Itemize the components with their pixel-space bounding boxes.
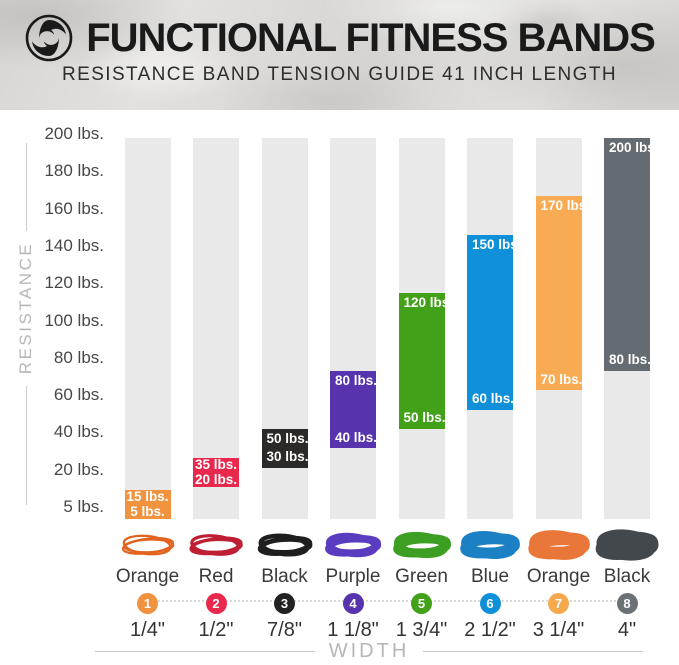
band-number-connector-line <box>147 600 627 602</box>
band-name-label: Black <box>261 566 308 587</box>
band-column: 120 lbs. 50 lbs. <box>398 138 453 519</box>
band-legend-item: Green 5 1 3/4" <box>388 527 456 642</box>
band-number-badge: 1 <box>137 593 158 614</box>
band-column: 15 lbs. 5 lbs. <box>124 138 171 519</box>
band-min-label: 5 lbs. <box>130 503 165 519</box>
band-number-badge: 2 <box>205 593 227 614</box>
y-axis-tick: 5 lbs. <box>63 497 104 516</box>
band-name-label: Orange <box>526 566 591 587</box>
band-photo-icon <box>392 531 451 559</box>
band-name-label: Green <box>395 566 448 587</box>
band-name-label: Purple <box>325 566 381 587</box>
band-photo-icon <box>595 529 659 561</box>
y-axis-tick: 140 lbs. <box>44 235 104 255</box>
y-axis-tick: 80 lbs. <box>53 347 104 367</box>
band-width-label: 4" <box>617 619 637 641</box>
band-name-label: Black <box>603 566 651 587</box>
band-min-label: 60 lbs. <box>472 391 515 407</box>
band-legend-item: Black 3 7/8" <box>251 527 319 642</box>
band-name-label: Red <box>198 566 234 587</box>
band-number-badge: 8 <box>616 593 638 614</box>
header: FUNCTIONAL FITNESS BANDS RESISTANCE BAND… <box>0 0 679 110</box>
band-range-bar: 15 lbs. 5 lbs. <box>124 489 171 519</box>
band-name-label: Orange <box>115 566 180 587</box>
band-range-bar: 150 lbs. 60 lbs. <box>467 235 522 410</box>
band-range-bar: 50 lbs. 30 lbs. <box>261 429 309 468</box>
band-photo-icon <box>257 533 312 557</box>
title-row: FUNCTIONAL FITNESS BANDS <box>0 0 679 63</box>
band-max-label: 170 lbs. <box>540 198 591 214</box>
y-axis-tick: 160 lbs. <box>44 198 104 218</box>
band-width-label: 2 1/2" <box>464 619 516 641</box>
band-photo-icon <box>460 530 520 560</box>
page-subtitle: RESISTANCE BAND TENSION GUIDE 41 INCH LE… <box>62 64 617 85</box>
band-max-label: 200 lbs. <box>609 140 659 155</box>
band-range-bar: 120 lbs. 50 lbs. <box>398 293 453 429</box>
band-photo-icon <box>325 532 382 558</box>
band-column: 35 lbs. 20 lbs. <box>193 138 239 519</box>
band-width-label: 1/4" <box>130 619 165 641</box>
band-range-bar: 80 lbs. 40 lbs. <box>330 370 378 449</box>
band-range-bar: 200 lbs. 80 lbs. <box>604 138 659 371</box>
brand-swirl-logo-icon <box>25 14 73 62</box>
band-name-label: Blue <box>470 566 510 587</box>
x-axis-title: WIDTH <box>328 640 410 662</box>
y-axis-line <box>26 386 27 505</box>
band-photo-icon <box>189 534 243 556</box>
band-column: 170 lbs. 70 lbs. <box>535 138 590 519</box>
y-axis-tick: 100 lbs. <box>44 310 104 330</box>
band-number-badge: 5 <box>411 593 432 614</box>
band-max-label: 35 lbs. <box>194 457 238 473</box>
band-min-label: 30 lbs. <box>266 449 309 465</box>
y-axis-tick: 40 lbs. <box>53 422 104 442</box>
band-column: 50 lbs. 30 lbs. <box>261 138 309 519</box>
band-max-label: 120 lbs. <box>403 295 454 311</box>
band-number-badge: 4 <box>342 593 364 614</box>
y-axis-line <box>26 143 27 231</box>
band-photo-icon <box>527 530 590 560</box>
band-column: 80 lbs. 40 lbs. <box>330 138 378 519</box>
band-width-label: 7/8" <box>267 619 302 641</box>
band-min-label: 20 lbs. <box>194 471 238 487</box>
band-number-badge: 6 <box>479 593 501 614</box>
y-axis-tick: 120 lbs. <box>44 273 104 293</box>
band-legend-item: Orange 1 1/4" <box>114 527 182 642</box>
band-legend-item: Purple 4 1 1/8" <box>319 527 387 642</box>
x-axis: WIDTH <box>95 640 644 663</box>
band-min-label: 70 lbs. <box>540 371 583 387</box>
y-axis-tick: 180 lbs. <box>44 161 104 181</box>
band-legend-item: Red 2 1/2" <box>182 527 250 642</box>
band-min-label: 40 lbs. <box>335 429 378 445</box>
y-axis-tick: 60 lbs. <box>53 385 104 405</box>
band-max-label: 80 lbs. <box>335 372 378 388</box>
band-range-bar: 35 lbs. 20 lbs. <box>193 457 239 488</box>
band-min-label: 50 lbs. <box>403 410 446 426</box>
y-axis-tick: 200 lbs. <box>44 124 104 143</box>
y-axis-tick: 20 lbs. <box>53 459 104 479</box>
band-min-label: 80 lbs. <box>609 352 652 368</box>
band-photo-icon <box>121 534 174 556</box>
band-width-label: 3 1/4" <box>532 619 585 641</box>
band-max-label: 50 lbs. <box>266 431 309 446</box>
band-number-badge: 3 <box>274 593 295 614</box>
band-max-label: 15 lbs. <box>126 489 169 504</box>
band-legend-item: Blue 6 2 1/2" <box>456 527 524 642</box>
band-legend-item: Orange 7 3 1/4" <box>525 527 593 642</box>
band-number-badge: 7 <box>548 593 569 614</box>
page-title: FUNCTIONAL FITNESS BANDS <box>86 15 656 60</box>
band-column: 150 lbs. 60 lbs. <box>467 138 522 519</box>
band-column: 200 lbs. 80 lbs. <box>604 138 659 519</box>
band-max-label: 150 lbs. <box>472 237 522 252</box>
x-axis-line-right <box>423 651 644 652</box>
band-range-bar: 170 lbs. 70 lbs. <box>535 196 590 391</box>
band-legend-item: Black 8 4" <box>593 527 661 642</box>
band-width-label: 1/2" <box>198 619 234 641</box>
band-width-label: 1 1/8" <box>327 619 379 641</box>
band-width-label: 1 3/4" <box>395 619 448 641</box>
x-axis-line-left <box>95 651 315 652</box>
